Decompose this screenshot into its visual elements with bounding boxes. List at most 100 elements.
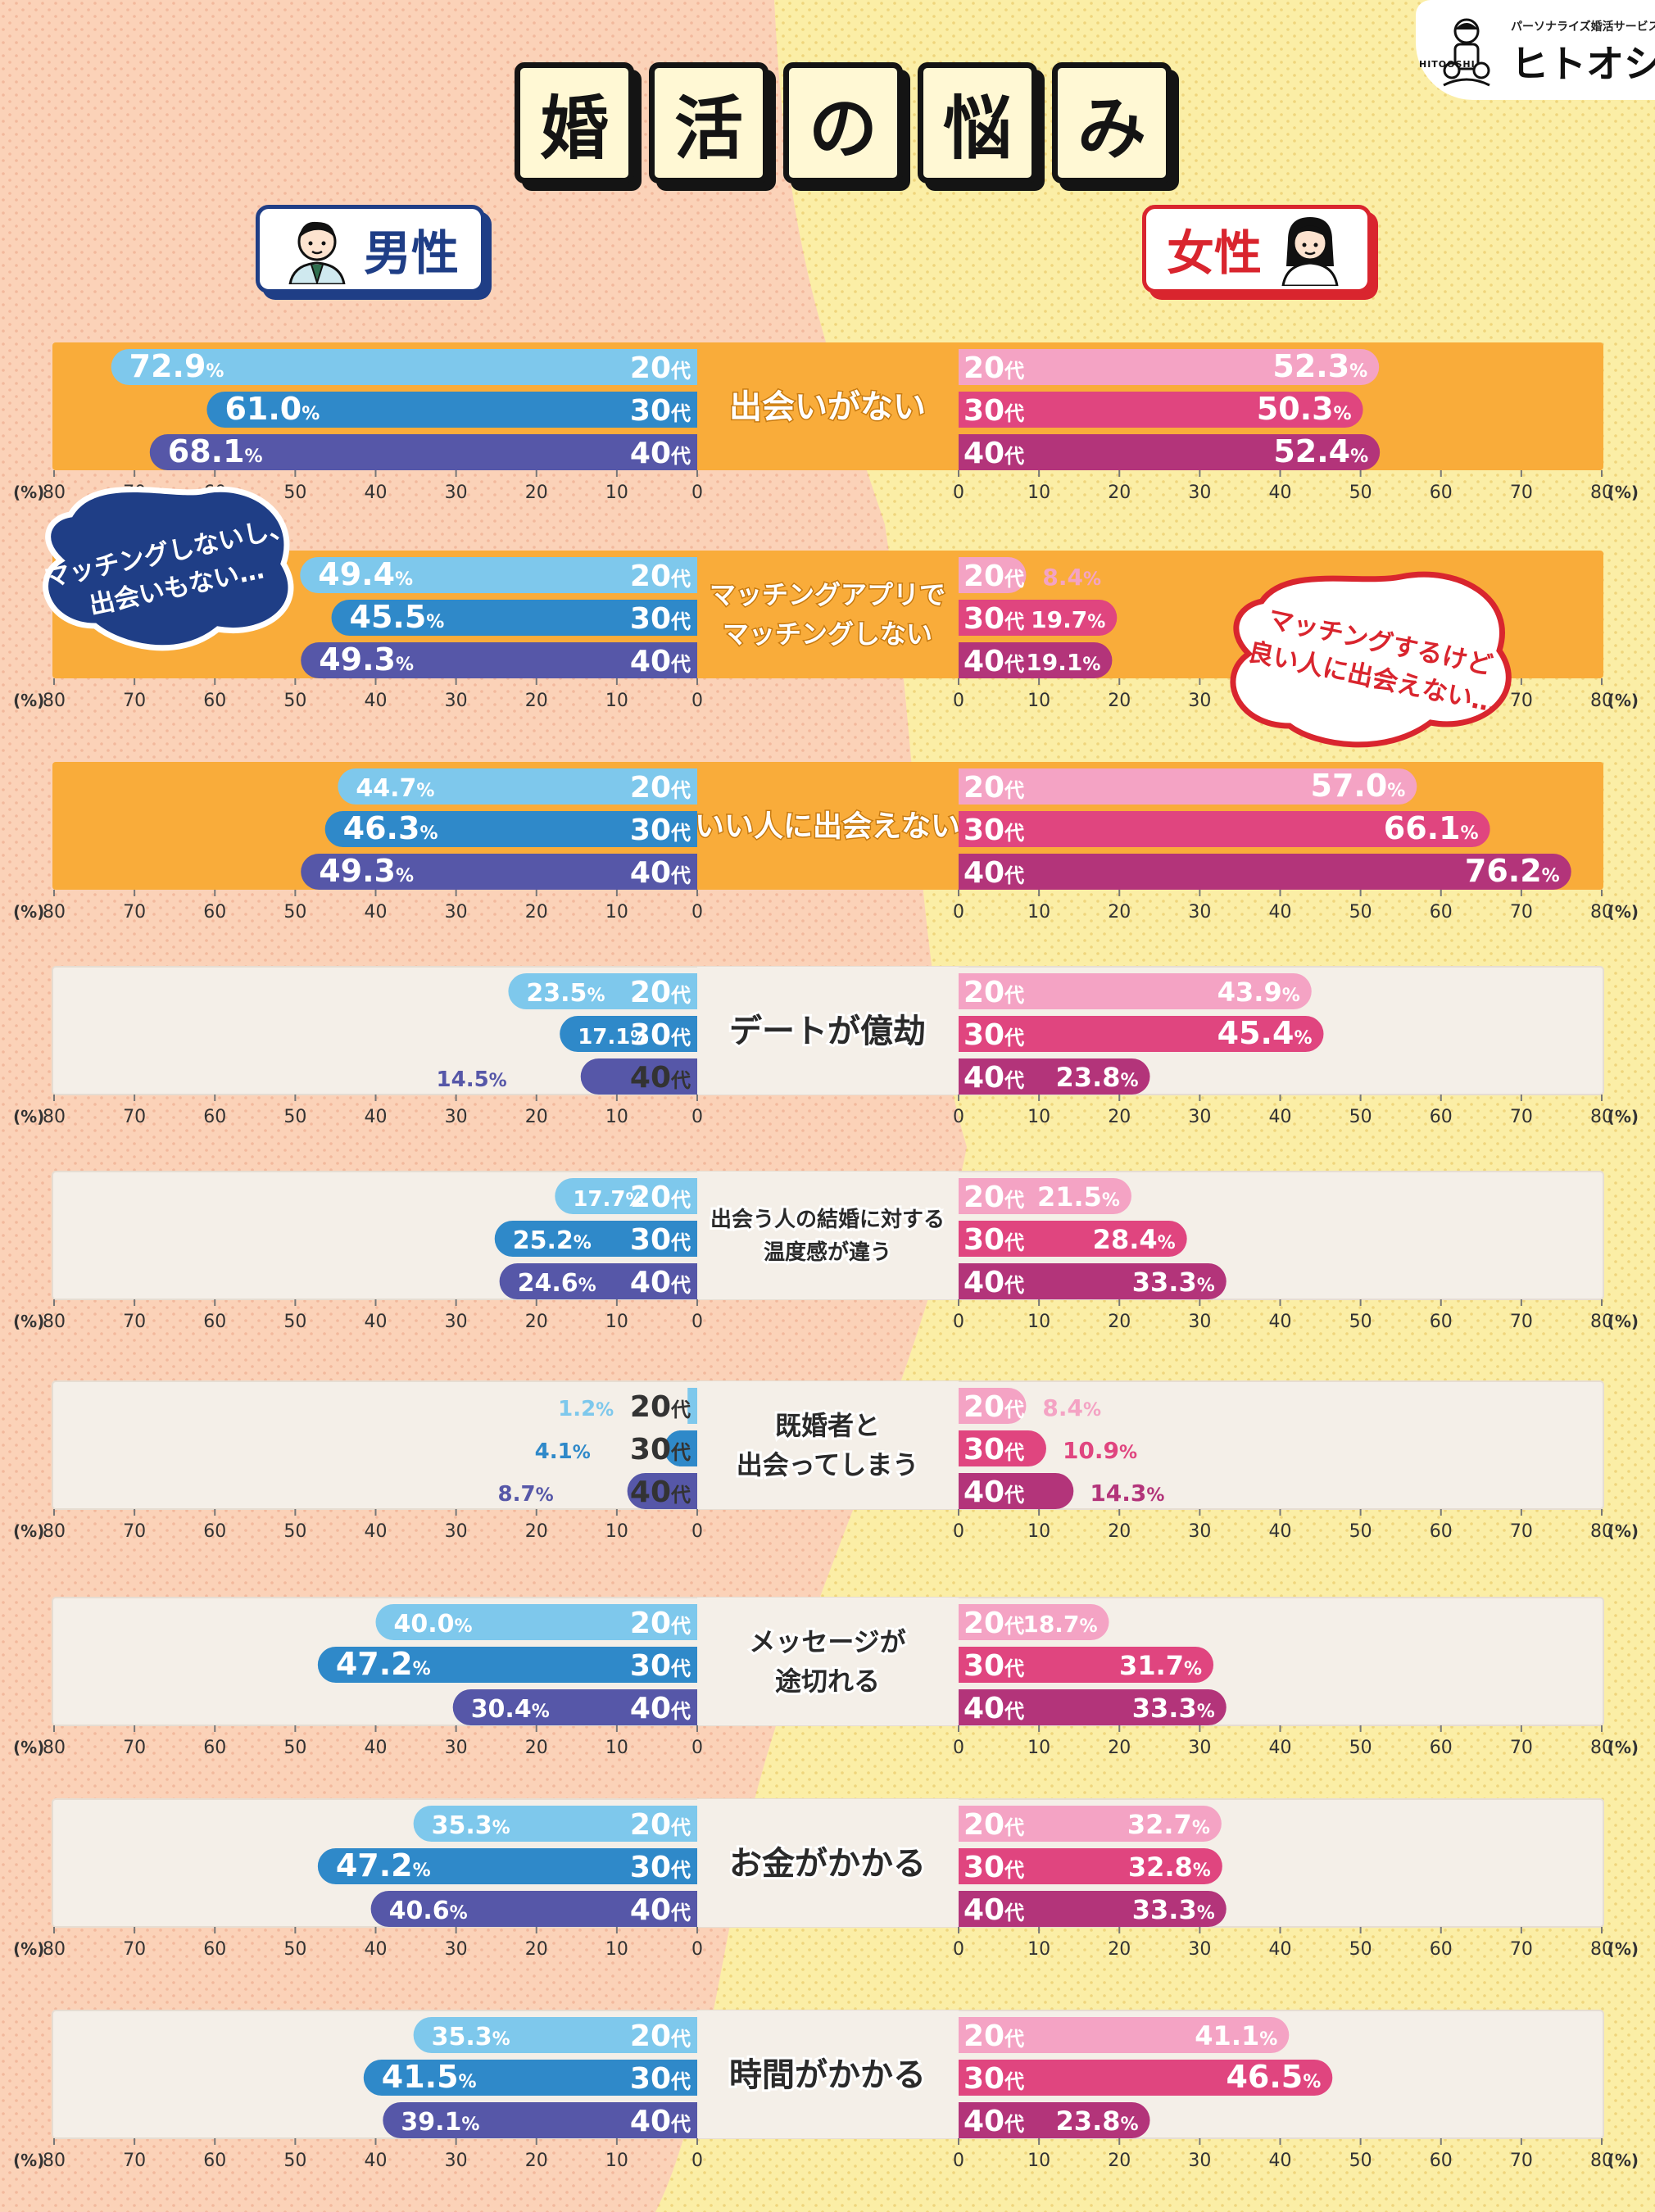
female-axis-tick-label: 50 xyxy=(1349,1312,1372,1332)
male-axis-tick-label: 80 xyxy=(43,1521,66,1542)
male-axis-tick-label: 30 xyxy=(445,1312,468,1332)
male-axis-tick-label: 40 xyxy=(365,1312,388,1332)
female-bar xyxy=(959,1473,1074,1509)
male-axis-tick-label: 80 xyxy=(43,483,66,503)
female-axis-tick-label: 80 xyxy=(1590,902,1613,922)
percent-sign: % xyxy=(461,2115,479,2135)
title-char: み xyxy=(1052,62,1172,184)
age-suffix: 代 xyxy=(1004,1816,1024,1839)
male-axis-tick-label: 10 xyxy=(605,2151,628,2171)
man-avatar-icon xyxy=(288,221,346,284)
female-axis-tick-label: 10 xyxy=(1027,1521,1050,1542)
percent-sign: % xyxy=(492,2029,510,2050)
axis-unit-label: (%) xyxy=(1607,691,1639,710)
female-age-label: 20代 xyxy=(964,560,1024,593)
male-bar-cap xyxy=(679,1806,697,1842)
female-axis-tick-label: 70 xyxy=(1510,483,1533,503)
percent-sign: % xyxy=(245,446,263,467)
female-axis-tick-label: 50 xyxy=(1349,483,1372,503)
category-label: デートが億劫 xyxy=(729,1013,926,1050)
male-bar xyxy=(413,1806,697,1842)
male-axis-tick-label: 20 xyxy=(525,2151,548,2171)
female-axis-tick-label: 10 xyxy=(1027,1738,1050,1758)
male-bubble-shape xyxy=(43,486,294,651)
age-suffix: 代 xyxy=(670,568,691,591)
percent-sign: % xyxy=(1294,1028,1312,1049)
axis-unit-label: (%) xyxy=(1607,2151,1639,2170)
female-axis-tick-label: 10 xyxy=(1027,1107,1050,1127)
female-bar xyxy=(959,1891,1227,1927)
female-axis-tick-label: 70 xyxy=(1510,1738,1533,1758)
age-suffix: 代 xyxy=(1004,653,1024,676)
female-bar-cap xyxy=(959,1689,977,1725)
female-axis-tick-label: 70 xyxy=(1510,2151,1533,2171)
male-age-label: 40代 xyxy=(630,1893,691,1927)
percent-sign: % xyxy=(1350,446,1368,467)
female-axis-tick-label: 30 xyxy=(1188,1521,1211,1542)
male-axis-tick-label: 40 xyxy=(365,1107,388,1127)
male-age-label: 20代 xyxy=(630,351,691,385)
female-axis-tick-label: 20 xyxy=(1108,1107,1131,1127)
axis-unit-label: (%) xyxy=(1607,483,1639,502)
female-axis-tick-label: 20 xyxy=(1108,1521,1131,1542)
age-suffix: 代 xyxy=(670,2028,691,2051)
male-axis-tick-label: 40 xyxy=(365,483,388,503)
female-axis-tick-label: 20 xyxy=(1108,483,1131,503)
female-age-label: 30代 xyxy=(964,602,1024,636)
male-bar-cap xyxy=(679,2102,697,2138)
percent-sign: % xyxy=(1334,404,1352,424)
percent-sign: % xyxy=(1083,569,1101,590)
axis-unit-label: (%) xyxy=(13,1521,44,1541)
male-bar-cap xyxy=(679,349,697,385)
male-axis-tick-label: 20 xyxy=(525,1738,548,1758)
male-value-label: 8.7% xyxy=(498,1482,554,1507)
age-suffix: 代 xyxy=(670,2070,691,2093)
male-axis-tick-label: 0 xyxy=(691,1939,703,1960)
age-suffix: 代 xyxy=(1004,1902,1024,1924)
age-suffix: 代 xyxy=(1004,1700,1024,1723)
female-bar-cap xyxy=(959,2060,977,2096)
age-suffix: 代 xyxy=(670,1069,691,1092)
percent-sign: % xyxy=(1259,2029,1277,2050)
age-suffix: 代 xyxy=(670,1189,691,1212)
percent-sign: % xyxy=(630,1028,648,1049)
female-axis-tick-label: 80 xyxy=(1590,691,1613,711)
female-axis-tick-label: 40 xyxy=(1269,902,1292,922)
female-bar xyxy=(959,768,1417,805)
female-age-label: 30代 xyxy=(964,814,1024,847)
percent-sign: % xyxy=(1087,612,1105,632)
male-bar-cap xyxy=(679,392,697,428)
percent-sign: % xyxy=(489,1071,507,1091)
age-suffix: 代 xyxy=(1004,1484,1024,1507)
male-bar xyxy=(206,392,697,428)
female-bar-cap xyxy=(959,1388,977,1424)
male-label-text: 男性 xyxy=(363,225,459,281)
category-label-panel xyxy=(697,762,959,890)
female-axis-tick-label: 0 xyxy=(953,691,964,711)
female-bar-cap xyxy=(959,1473,977,1509)
male-axis-tick-label: 0 xyxy=(691,1521,703,1542)
female-axis-tick-label: 70 xyxy=(1510,691,1533,711)
female-bar-cap xyxy=(959,1806,977,1842)
female-axis-tick-label: 10 xyxy=(1027,1312,1050,1332)
percent-sign: % xyxy=(1083,1400,1101,1421)
female-bar xyxy=(959,1058,1150,1095)
male-axis-tick-label: 50 xyxy=(283,1312,306,1332)
age-suffix: 代 xyxy=(1004,2070,1024,2093)
female-bar xyxy=(959,642,1113,678)
female-axis-tick-label: 50 xyxy=(1349,1738,1372,1758)
male-age-label: 40代 xyxy=(630,1692,691,1725)
age-suffix: 代 xyxy=(670,1700,691,1723)
female-axis-tick-label: 50 xyxy=(1349,1939,1372,1960)
category-label: お金がかかる xyxy=(729,1845,926,1883)
axis-unit-label: (%) xyxy=(13,1939,44,1959)
male-axis-tick-label: 40 xyxy=(365,902,388,922)
age-suffix: 代 xyxy=(1004,984,1024,1007)
female-axis-tick-label: 40 xyxy=(1269,1521,1292,1542)
female-bar-cap xyxy=(959,854,977,890)
percent-sign: % xyxy=(413,1861,431,1881)
female-age-label: 20代 xyxy=(964,771,1024,805)
male-axis-tick-label: 30 xyxy=(445,483,468,503)
female-bar-cap xyxy=(959,434,977,470)
